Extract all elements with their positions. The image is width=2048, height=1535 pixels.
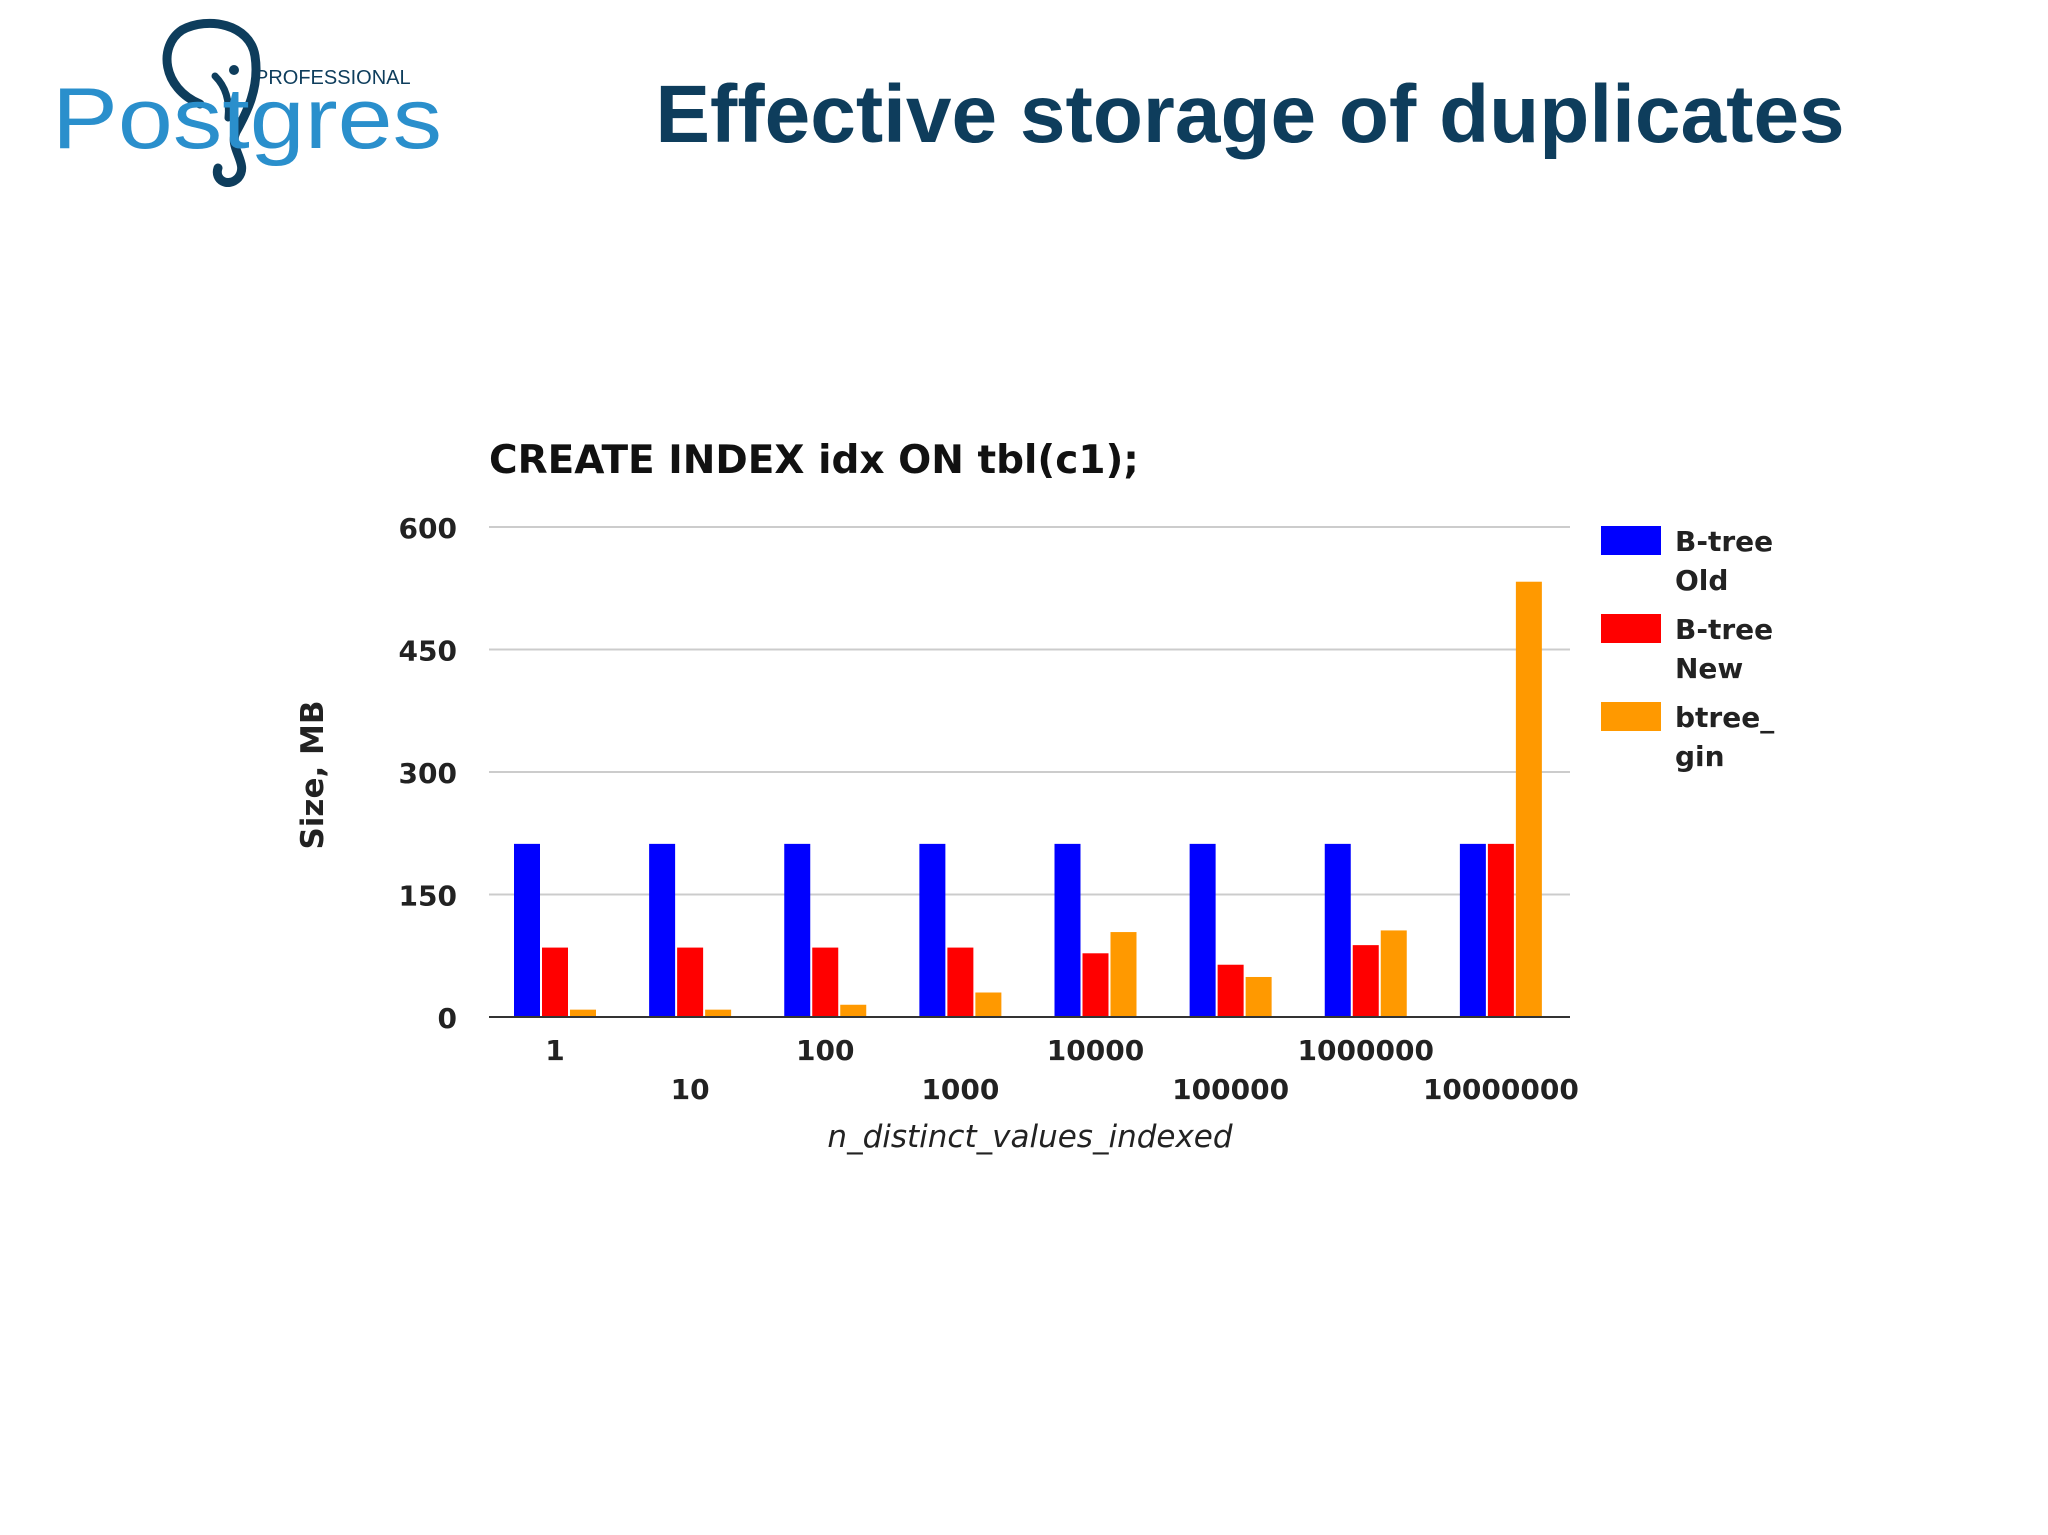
slide-title: Effective storage of duplicates [655, 69, 1845, 160]
y-axis-ticks: 0 150 300 450 600 [399, 512, 457, 1035]
chart-title: CREATE INDEX idx ON tbl(c1); [489, 438, 1139, 483]
x-tick-label: 10 [671, 1073, 710, 1106]
x-tick-label: 100000 [1172, 1073, 1289, 1106]
legend-swatch [1601, 702, 1661, 731]
y-tick-label: 300 [399, 757, 457, 790]
legend-swatch [1601, 526, 1661, 555]
bar [514, 843, 540, 1017]
legend-label: B-tree Old [1675, 525, 1773, 597]
bar [975, 992, 1002, 1017]
x-tick-label: 1 [545, 1034, 564, 1067]
bar [705, 1009, 732, 1017]
chart-bars [514, 581, 1542, 1017]
bar [542, 947, 568, 1017]
bar [1515, 581, 1542, 1017]
legend-swatch [1601, 614, 1661, 643]
bar [570, 1009, 596, 1017]
x-tick-label: 1000000 [1298, 1034, 1434, 1067]
bar [677, 947, 704, 1017]
bar [840, 1004, 867, 1017]
bar [1487, 843, 1514, 1017]
elephant-icon [162, 18, 261, 187]
chart-grid [489, 526, 1570, 896]
bar [1459, 843, 1486, 1017]
y-tick-label: 0 [438, 1002, 457, 1035]
x-tick-label: 10000 [1047, 1034, 1144, 1067]
x-axis-ticks: 1 10 100 1000 10000 100000 1000000 10000000 [545, 1034, 1579, 1106]
legend-label: B-tree New [1675, 613, 1773, 685]
bar [812, 947, 839, 1017]
bar [1110, 932, 1137, 1017]
bar [919, 843, 946, 1017]
x-axis-label: n_distinct_values_indexed [827, 1119, 1232, 1155]
bar [1352, 945, 1379, 1017]
y-axis-label: Size, MB [295, 700, 331, 849]
chart-legend: B-tree Old B-tree New btree_ gin [1601, 525, 1774, 773]
bar [1217, 964, 1244, 1017]
y-tick-label: 600 [399, 512, 457, 545]
postgres-professional-logo: PROFESSIONAL Postgres [52, 18, 442, 187]
x-tick-label: 10000000 [1423, 1073, 1579, 1106]
bar [1324, 843, 1351, 1017]
bar [1082, 953, 1109, 1017]
bar [1189, 843, 1216, 1017]
logo-wordmark: Postgres [52, 71, 442, 167]
x-tick-label: 100 [796, 1034, 854, 1067]
bar [649, 843, 676, 1017]
bar [1380, 930, 1407, 1017]
logo-tag: PROFESSIONAL [255, 67, 411, 89]
y-tick-label: 450 [399, 635, 457, 668]
bar [1245, 976, 1272, 1017]
x-tick-label: 1000 [921, 1073, 999, 1106]
bar [784, 843, 811, 1017]
y-tick-label: 150 [399, 880, 457, 913]
bar [947, 947, 974, 1017]
bar [1054, 843, 1081, 1017]
legend-label: btree_ gin [1675, 701, 1774, 773]
